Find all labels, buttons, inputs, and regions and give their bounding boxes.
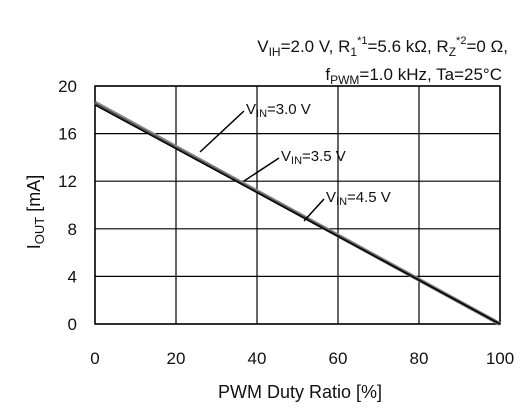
y-tick-label-0: 0: [68, 315, 77, 334]
series-line-vin-4-5-v: [94, 104, 501, 325]
annotation-vin-4-5: VIN=4.5 V: [303, 189, 391, 222]
conditions-line-1: VIH=2.0 V, R1*1=5.6 kΩ, RZ*2=0 Ω,: [257, 35, 508, 59]
x-tick-label-2: 40: [248, 349, 267, 368]
annotation-vin-3-0: VIN=3.0 V: [199, 101, 311, 153]
y-tick-label-2: 8: [68, 220, 77, 239]
y-tick-label-4: 16: [58, 125, 77, 144]
plot-frame: [94, 85, 501, 325]
y-axis-label: IOUT [mA]: [24, 175, 47, 249]
series-label-vin-4-5: VIN=4.5 V: [326, 189, 391, 208]
annotation-vin-3-5: VIN=3.5 V: [243, 148, 346, 182]
series-label-vin-3-0: VIN=3.0 V: [246, 101, 311, 120]
annotation-leader-vin-3-5: [243, 157, 280, 182]
y-tick-label-3: 12: [58, 172, 77, 191]
y-tick-label-1: 4: [68, 267, 77, 286]
x-tick-label-3: 60: [329, 349, 348, 368]
conditions-line-2: fPWM=1.0 kHz, Ta=25°C: [325, 65, 502, 87]
y-tick-labels: 0 4 8 12 16 20: [58, 77, 77, 334]
x-tick-label-4: 80: [410, 349, 429, 368]
x-tick-label-1: 20: [167, 349, 186, 368]
series-label-vin-3-5: VIN=3.5 V: [281, 148, 346, 167]
x-tick-label-5: 100: [486, 349, 514, 368]
annotation-leader-vin-4-5: [303, 198, 325, 222]
x-tick-labels: 0 20 40 60 80 100: [90, 349, 514, 368]
plot-grid: [94, 85, 501, 325]
y-tick-label-5: 20: [58, 77, 77, 96]
x-axis-label: PWM Duty Ratio [%]: [218, 382, 382, 402]
x-tick-label-0: 0: [90, 349, 99, 368]
annotation-leader-vin-3-0: [199, 110, 245, 153]
series-lines: [94, 100, 501, 326]
